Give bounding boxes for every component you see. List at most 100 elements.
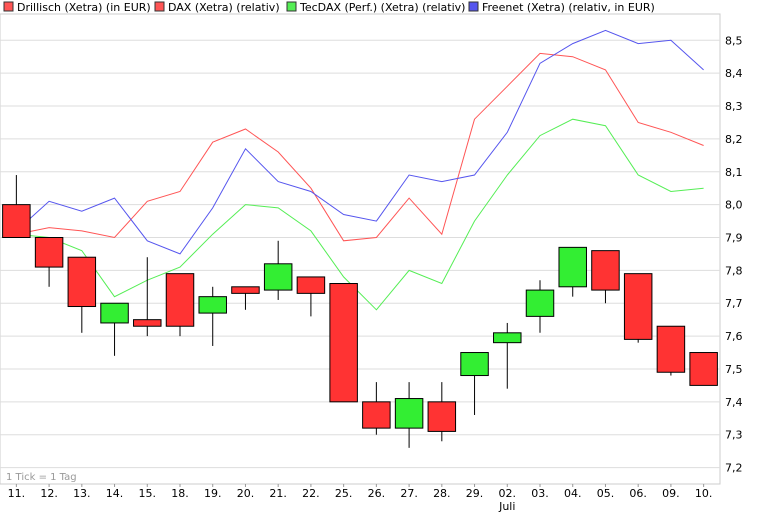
candle-body-down [427,401,457,432]
y-tick-label: 7,3 [725,429,743,442]
x-tick-label: 29. [466,487,484,500]
x-tick-label: 27. [400,487,418,500]
x-tick-label: 04. [564,487,582,500]
plot-frame [0,13,721,485]
x-tick-label: 19. [204,487,222,500]
candle [689,352,718,386]
legend-item-tecdax: TecDAX (Perf.) (Xetra) (relativ) [286,1,465,14]
x-tick-label: 28. [433,487,451,500]
candle-body-down [362,401,391,429]
x-tick-label: 20. [237,487,255,500]
y-tick-label: 8,4 [725,67,743,80]
candle-body-up [525,289,555,317]
candle [394,382,424,448]
y-tick-label: 7,6 [725,330,743,343]
y-tick-label: 7,2 [725,462,743,475]
legend-label-tecdax: TecDAX (Perf.) (Xetra) (relativ) [299,1,465,14]
y-tick-label: 8,0 [725,199,743,212]
candle-body-down [656,325,686,373]
legend-swatch-freenet [468,1,479,12]
x-tick-label: 15. [139,487,157,500]
candle [2,175,31,238]
candle-body-down [165,273,195,327]
candle-body-down [689,352,718,386]
legend-swatch-tecdax [286,1,297,12]
candle-body-up [460,352,489,377]
x-tick-label: 06. [629,487,647,500]
x-tick-label: 21. [269,487,287,500]
x-tick-label: 14. [106,487,124,500]
candle-body-down [329,283,358,403]
candle-body-down [591,250,620,291]
candle [591,250,620,304]
candle [623,273,653,343]
x-tick-label: 25. [335,487,353,500]
y-tick-label: 8,2 [725,133,743,146]
legend-label-freenet: Freenet (Xetra) (relativ, in EUR) [482,1,655,14]
candle [296,276,326,317]
candle-body-up [493,332,522,344]
x-tick-label: 03. [531,487,549,500]
candle [231,286,260,310]
x-tick-label: 02. [499,487,517,500]
candle [460,352,489,415]
candle [525,280,555,333]
x-tick-label: 11. [8,487,26,500]
candle [133,257,162,337]
x-tick-label: 22. [302,487,320,500]
y-tick-label: 7,8 [725,264,743,277]
candle [558,246,587,297]
candle-body-up [263,263,293,291]
x-tick-label: 26. [368,487,386,500]
x-tick-label: 18. [171,487,189,500]
legend: Drillisch (Xetra) (in EUR) DAX (Xetra) (… [3,1,655,14]
x-tick-label: 09. [662,487,680,500]
legend-swatch-drillisch [3,1,14,12]
x-tick-label: 12. [40,487,58,500]
candle [329,283,358,403]
y-tick-label: 7,5 [725,363,743,376]
series-line-2 [16,29,704,255]
grid [0,39,720,469]
comparison-lines [16,29,704,311]
candles [2,175,718,448]
y-axis: 7,2 7,3 7,4 7,5 7,6 7,7 7,8 7,9 8,0 8,1 8,2 8,3 8,4 8… [725,34,743,474]
y-tick-label: 7,7 [725,297,743,310]
candle-body-down [67,256,97,308]
candle [34,236,64,287]
y-tick-label: 8,5 [725,34,743,47]
x-tick-label: 13. [73,487,91,500]
legend-label-drillisch: Drillisch (Xetra) (in EUR) [17,1,151,14]
candle-body-down [34,236,64,268]
tick-note: 1 Tick = 1 Tag [6,472,77,483]
candle [493,322,522,389]
legend-swatch-dax [154,1,165,12]
candle [198,286,227,346]
candle-body-up [100,302,129,324]
x-axis: 11. 12. 13. 14. 15. 18. 19. 20. 21. 22. 25. 26. 27. 2… [8,484,713,513]
candle [165,273,195,337]
candle-body-down [133,319,162,327]
legend-item-drillisch: Drillisch (Xetra) (in EUR) [3,1,151,14]
candle [427,382,457,442]
x-tick-label: 10. [695,487,713,500]
y-tick-label: 8,1 [725,166,743,179]
x-sublabel: Juli [498,500,515,513]
candle-body-up [558,246,587,288]
y-tick-label: 7,9 [725,231,743,244]
candle-body-down [296,276,326,294]
candle-body-down [231,286,260,294]
series-line-1 [16,118,704,311]
candle-body-down [2,204,31,238]
candle-body-down [623,273,653,340]
candle-body-up [198,296,227,314]
candle [656,325,686,376]
candle-body-up [394,398,424,429]
legend-item-freenet: Freenet (Xetra) (relativ, in EUR) [468,1,655,14]
legend-item-dax: DAX (Xetra) (relativ) [154,1,280,14]
y-tick-label: 7,4 [725,396,743,409]
x-tick-label: 05. [597,487,615,500]
y-tick-label: 8,3 [725,100,743,113]
candle [100,302,129,356]
